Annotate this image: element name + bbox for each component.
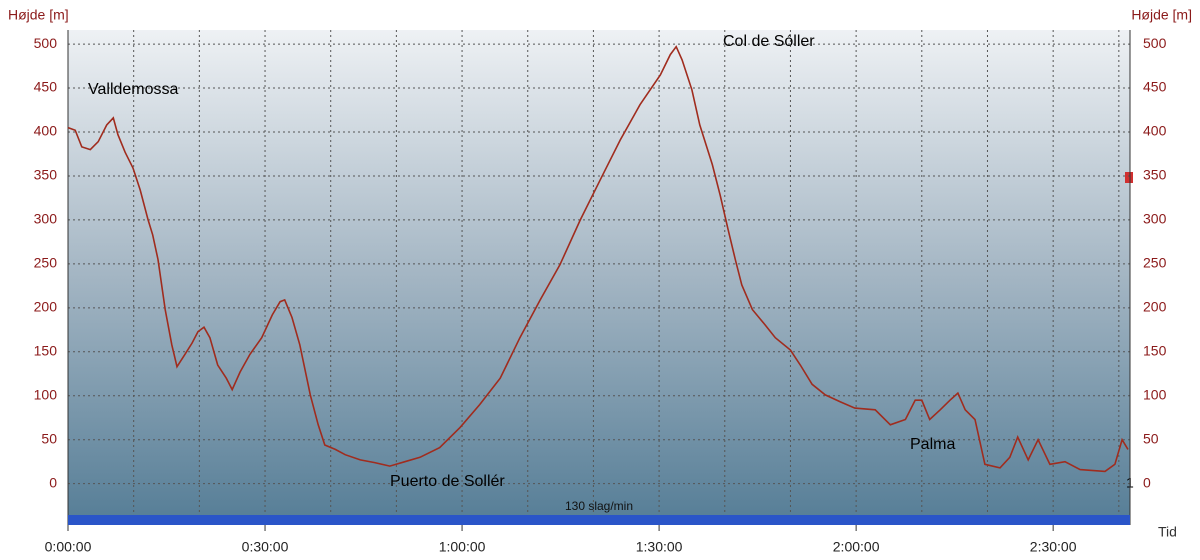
x-axis-title: Tid <box>1158 524 1177 540</box>
y2-tick-label: 350 <box>1143 167 1167 183</box>
x-tick-label: 1:00:00 <box>439 539 486 555</box>
y-tick-label: 100 <box>34 386 58 402</box>
hr-band <box>68 515 1130 525</box>
y2-tick-label: 250 <box>1143 255 1167 271</box>
x-tick-label: 2:30:00 <box>1030 539 1077 555</box>
y2-tick-label: 500 <box>1143 35 1167 51</box>
y-axis-title: Højde [m] <box>8 7 69 23</box>
x-tick-label: 0:00:00 <box>45 539 92 555</box>
y2-tick-label: 200 <box>1143 299 1167 315</box>
y-tick-label: 400 <box>34 123 58 139</box>
y2-tick-label: 0 <box>1143 474 1151 490</box>
y-tick-label: 500 <box>34 35 58 51</box>
y-tick-label: 50 <box>41 430 57 446</box>
hr-label: 130 slag/min <box>565 499 633 513</box>
y-tick-label: 350 <box>34 167 58 183</box>
y2-axis-title: Højde [m] <box>1131 7 1192 23</box>
annotation: Palma <box>910 436 955 453</box>
annotation: Puerto de Sollér <box>390 473 505 490</box>
y-tick-label: 450 <box>34 79 58 95</box>
y2-tick-label: 50 <box>1143 430 1159 446</box>
x-tick-label: 1:30:00 <box>636 539 683 555</box>
y-tick-label: 250 <box>34 255 58 271</box>
y-tick-label: 200 <box>34 299 58 315</box>
y2-tick-label: 150 <box>1143 342 1167 358</box>
x-tick-label: 2:00:00 <box>833 539 880 555</box>
y2-tick-label: 100 <box>1143 386 1167 402</box>
y-tick-label: 300 <box>34 211 58 227</box>
y-tick-label: 150 <box>34 342 58 358</box>
annotation: Valldemossa <box>88 81 179 98</box>
annotation: Col de Sóller <box>723 33 815 50</box>
plot-area <box>68 30 1130 525</box>
x-tick-label: 0:30:00 <box>242 539 289 555</box>
y2-tick-label: 300 <box>1143 211 1167 227</box>
y2-tick-label: 450 <box>1143 79 1167 95</box>
elevation-line <box>67 45 1129 473</box>
cursor-marker <box>1125 172 1133 183</box>
y-tick-label: 0 <box>49 474 57 490</box>
y2-tick-label: 400 <box>1143 123 1167 139</box>
